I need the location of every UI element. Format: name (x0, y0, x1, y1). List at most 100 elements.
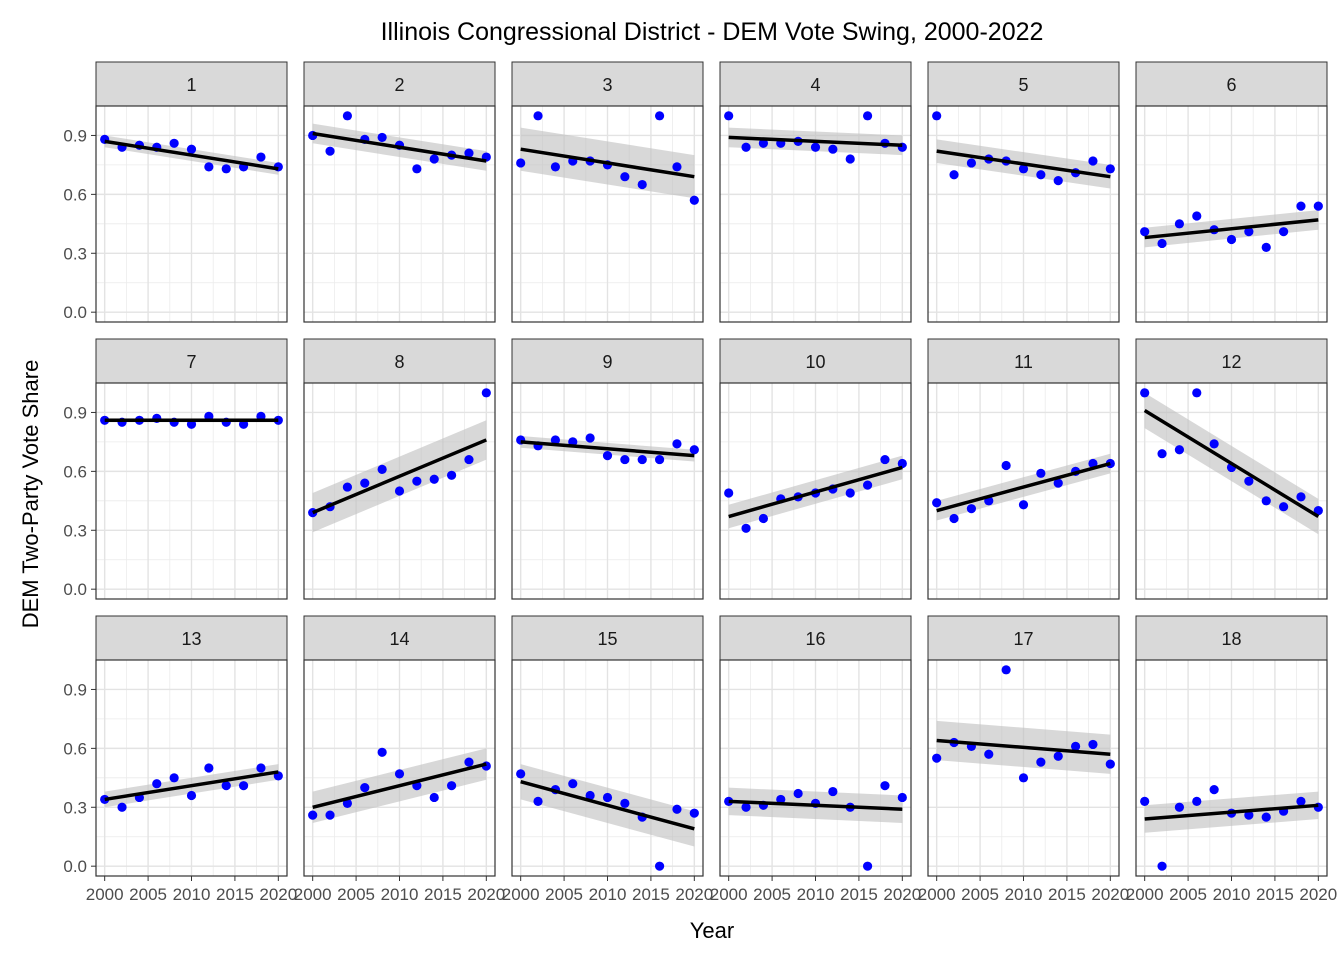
facet-strip (303, 338, 496, 384)
data-point (1296, 492, 1306, 502)
data-point (1070, 741, 1081, 752)
data-point (446, 470, 457, 480)
data-point (862, 861, 873, 871)
data-point (602, 451, 613, 461)
data-point (689, 808, 699, 818)
facet-strip-label: 11 (1014, 352, 1033, 372)
data-point (724, 111, 734, 121)
trend-line (312, 438, 487, 515)
data-point (429, 792, 439, 803)
facet-panel-12: 12 (1135, 338, 1328, 600)
data-point (100, 794, 110, 805)
y-tick-label: 0.3 (63, 244, 87, 263)
data-point (1313, 201, 1323, 211)
trend-line (1143, 408, 1320, 519)
x-tick-label: 2005 (337, 885, 375, 904)
data-point (568, 779, 578, 789)
facet-strip (719, 61, 912, 107)
data-point (932, 753, 942, 763)
data-point (238, 781, 249, 791)
panel-border (511, 382, 704, 600)
data-point (464, 454, 474, 465)
facet-panel-6: 6 (1135, 61, 1328, 323)
data-point (516, 158, 526, 168)
y-tick-label: 0.9 (63, 403, 87, 422)
chart-title: Illinois Congressional District - DEM Vo… (381, 18, 1044, 46)
data-point (325, 810, 335, 820)
panel-border (719, 105, 912, 323)
data-point (949, 170, 959, 180)
x-tick-label: 2010 (589, 885, 627, 904)
trend-line (312, 131, 487, 163)
trend-line (936, 461, 1111, 513)
facet-strip-label: 9 (602, 352, 612, 372)
x-tick-label: 2010 (1005, 885, 1043, 904)
facet-strip-label: 10 (805, 352, 825, 372)
data-point (1036, 468, 1046, 478)
trend-line (312, 762, 487, 809)
trend-line (104, 770, 279, 802)
facet-panel-15: 15 2000 2005 2010 2015 2020 (502, 615, 713, 904)
data-point (897, 792, 907, 803)
data-point (585, 433, 595, 443)
x-tick-label: 2000 (710, 885, 748, 904)
trend-line (1144, 803, 1319, 821)
data-point (1174, 219, 1185, 229)
data-point (741, 523, 751, 533)
data-point (966, 158, 977, 168)
x-tick-label: 2000 (86, 885, 124, 904)
data-point (672, 804, 682, 814)
data-point (1226, 234, 1237, 245)
trend-line (104, 139, 279, 171)
x-tick-label: 2010 (1213, 885, 1251, 904)
data-point (1018, 500, 1029, 510)
facet-strip-label: 16 (805, 629, 825, 649)
facet-strip (719, 615, 912, 661)
data-point (949, 513, 959, 524)
facet-panel-5: 5 (927, 61, 1120, 323)
facet-strip-label: 14 (389, 629, 409, 649)
facet-panel-11: 11 (927, 338, 1120, 600)
data-point (204, 162, 214, 172)
data-point (550, 435, 561, 445)
data-point (1174, 802, 1185, 812)
x-tick-label: 2000 (502, 885, 540, 904)
trend-line (520, 440, 695, 458)
x-tick-label: 2005 (1169, 885, 1207, 904)
panel-border (1135, 105, 1328, 323)
facet-strip-label: 6 (1226, 75, 1236, 95)
facet-panels: 1 0.0 0.3 0.6 0.9 2 3 4 5 6 7 0.0 0.3 0.6 0.9 8 9 10 11 12 1… (63, 61, 1337, 904)
data-point (1088, 739, 1098, 750)
data-point (897, 458, 907, 469)
data-point (637, 454, 647, 465)
data-point (654, 454, 665, 465)
trend-line (1144, 218, 1319, 240)
data-point (412, 164, 422, 174)
data-point (602, 792, 613, 803)
x-tick-label: 2020 (259, 885, 297, 904)
data-point (758, 513, 769, 524)
trend-line (936, 738, 1111, 756)
data-point (394, 769, 405, 779)
data-point (533, 111, 543, 121)
facet-strip-label: 1 (186, 75, 196, 95)
data-point (1261, 242, 1271, 252)
data-point (429, 474, 439, 484)
x-tick-label: 2010 (797, 885, 835, 904)
data-point (221, 164, 231, 174)
y-axis-label: DEM Two-Party Vote Share (18, 360, 43, 629)
data-point (1261, 496, 1271, 506)
data-point (862, 111, 873, 121)
trend-line (520, 147, 695, 179)
y-tick-label: 0.0 (63, 303, 87, 322)
data-point (741, 142, 751, 152)
data-point (1140, 388, 1150, 398)
data-point (758, 138, 769, 148)
data-point (308, 810, 318, 820)
x-tick-label: 2010 (173, 885, 211, 904)
data-point (654, 111, 665, 121)
facet-strip (511, 61, 704, 107)
y-tick-label: 0.3 (63, 521, 87, 540)
trend-line (728, 465, 903, 519)
